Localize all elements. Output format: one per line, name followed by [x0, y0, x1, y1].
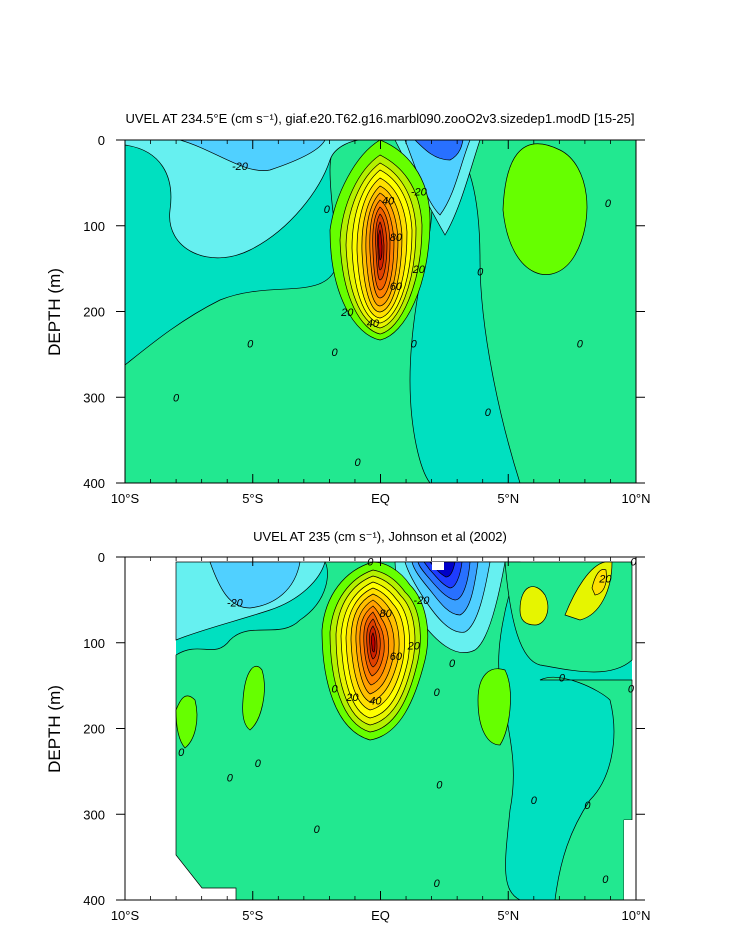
p2-zero-contour-main [175, 561, 521, 900]
p2-east-patch-c [591, 569, 607, 596]
p1-neg20-east [404, 140, 471, 216]
p2-contour-label: 80 [379, 608, 392, 620]
p1-xtick-label: 5°N [497, 491, 519, 506]
panel-2: UVEL AT 235 (cm s⁻¹), Johnson et al (200… [45, 529, 651, 923]
p2-contour-label: 0 [531, 795, 538, 807]
p1-contour-label: 0 [577, 339, 584, 351]
p2-xtick-label: 10°S [111, 908, 140, 923]
panel-1-contour-labels: -20 -20 0 40 80 20 60 20 40 0 0 0 0 0 0 0 0 0 [173, 161, 612, 469]
p2-contour-label: 0 [449, 658, 456, 670]
p1-ytick-label: 300 [83, 390, 105, 405]
p2-contour-label: -20 [413, 595, 430, 607]
p2-contour-label: 0 [602, 874, 609, 886]
p2-east-patch-a [519, 586, 549, 626]
p2-ytick-label: 0 [98, 550, 105, 565]
panel-2-title: UVEL AT 235 (cm s⁻¹), Johnson et al (200… [253, 529, 507, 544]
p1-xtick-label: 10°N [621, 491, 650, 506]
p1-xtick-label: EQ [371, 491, 390, 506]
p2-contour-label: -20 [227, 598, 244, 610]
p2-contour-label: 20 [345, 692, 359, 704]
p1-ytick-label: 0 [98, 133, 105, 148]
p2-contour-label: 40 [369, 695, 382, 707]
p1-xtick-label: 5°S [242, 491, 263, 506]
p1-contour-label: 40 [382, 195, 395, 207]
p1-contour-label: -20 [232, 161, 249, 173]
p2-ytick-label: 300 [83, 807, 105, 822]
p2-xtick-label: 5°N [497, 908, 519, 923]
panel-1: UVEL AT 234.5°E (cm s⁻¹), giaf.e20.T62.g… [45, 111, 651, 506]
p2-contour-label: 0 [436, 780, 443, 792]
p2-contour-label: 0 [367, 557, 374, 569]
p2-contour-label: 20 [598, 574, 612, 586]
p1-contour-label: 0 [324, 204, 331, 216]
p2-contour-label: 0 [434, 878, 441, 890]
p1-contour-label: 20 [340, 307, 354, 319]
p2-no-data-se [624, 820, 636, 900]
p1-contour-label: 0 [477, 266, 484, 278]
p1-contour-label: 0 [173, 393, 180, 405]
p1-contour-10-east [502, 143, 588, 275]
p2-zero-contour-right [539, 676, 633, 900]
p2-contour-label: 0 [630, 557, 637, 569]
p1-contour-label: 80 [390, 232, 403, 244]
p2-ytick-label: 400 [83, 893, 105, 908]
p1-contour-label: 40 [367, 318, 380, 330]
p1-contour-label: 0 [354, 457, 361, 469]
p1-contour-label: -20 [411, 187, 428, 199]
p2-ytick-label: 100 [83, 636, 105, 651]
p2-xtick-label: EQ [371, 908, 390, 923]
p1-xtick-label: 10°S [111, 491, 140, 506]
p2-contour-label: 20 [407, 641, 421, 653]
p2-ytick-label: 200 [83, 722, 105, 737]
p2-contour-label: 0 [255, 758, 262, 770]
p1-ytick-label: 400 [83, 476, 105, 491]
panel-1-title: UVEL AT 234.5°E (cm s⁻¹), giaf.e20.T62.g… [126, 111, 635, 126]
p1-neg20-west [179, 140, 326, 172]
p1-contour-label: 0 [331, 347, 338, 359]
p2-xtick-label: 5°S [242, 908, 263, 923]
p2-xtick-label: 10°N [621, 908, 650, 923]
p2-core-gap [432, 562, 444, 570]
p1-contour-label: 0 [485, 407, 492, 419]
p1-core-120 [377, 228, 383, 261]
p1-neg10-west [125, 140, 361, 259]
panel-1-field [125, 140, 636, 483]
p2-contour-label: 0 [314, 824, 321, 836]
p2-contour-label: 60 [390, 651, 403, 663]
p1-contour-label: 0 [247, 339, 254, 351]
p1-ytick-label: 100 [83, 219, 105, 234]
p2-contour-label: 0 [331, 683, 338, 695]
p1-contour-label: 0 [605, 198, 612, 210]
panel-2-ylabel: DEPTH (m) [45, 685, 64, 773]
p2-contour-label: 0 [227, 773, 234, 785]
p2-contour-label: 0 [584, 800, 591, 812]
p1-contour-label: 0 [411, 339, 418, 351]
p2-neg20-west [209, 561, 301, 609]
p1-contour-label: 20 [412, 264, 426, 276]
p2-far-west-patch [175, 695, 198, 749]
p2-contour-label: 0 [559, 672, 566, 684]
panel-2-field [125, 557, 636, 900]
p2-core-120 [370, 632, 376, 653]
p2-contour-label: 0 [628, 683, 635, 695]
p2-west-patch [242, 665, 265, 731]
p2-mid-patch [477, 668, 511, 746]
p2-contour-label: 0 [434, 687, 441, 699]
panel-1-ylabel: DEPTH (m) [45, 268, 64, 356]
p1-neg40-east [414, 140, 464, 161]
p2-contour-label: 0 [178, 747, 185, 759]
p1-ytick-label: 200 [83, 305, 105, 320]
panel-2-contour-labels: 0 -20 -20 80 20 60 0 0 20 0 0 0 0 20 40 0 0 0 0 0 0 0 0 0 [178, 557, 637, 891]
p1-contour-label: 60 [390, 281, 403, 293]
